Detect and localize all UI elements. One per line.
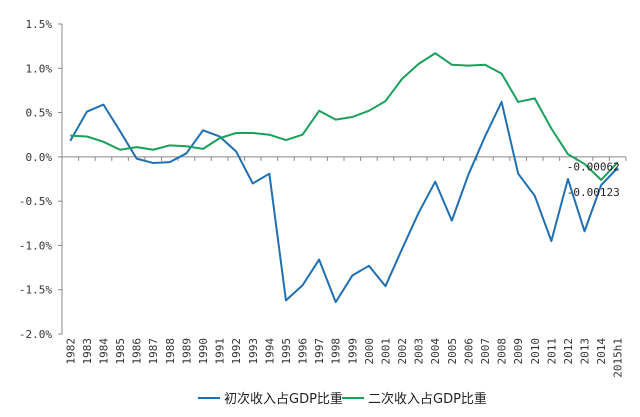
series-line-1 — [69, 100, 619, 304]
series-lines — [69, 52, 619, 304]
x-tick-label: 1997 — [313, 338, 326, 365]
x-tick-label: 1999 — [346, 338, 359, 365]
data-label: -0.00062 — [567, 160, 620, 173]
x-tick-label: 1993 — [247, 338, 260, 365]
x-tick-label: 2005 — [446, 338, 459, 365]
y-tick-label: 1.5% — [26, 18, 53, 31]
x-tick-label: 2003 — [413, 338, 426, 365]
x-tick-label: 2014 — [595, 338, 608, 365]
x-tick-label: 2004 — [429, 338, 442, 365]
x-tick-label: 2012 — [562, 338, 575, 365]
x-tick-label: 1991 — [214, 338, 227, 365]
x-tick-label: 2002 — [396, 338, 409, 365]
x-tick-label: 1986 — [131, 338, 144, 365]
y-tick-label: 1.0% — [26, 62, 53, 75]
x-tick-label: 2015h1 — [612, 338, 625, 378]
x-tick-label: 2007 — [479, 338, 492, 365]
x-tick-label: 1987 — [147, 338, 160, 365]
x-tick-label: 1988 — [164, 338, 177, 365]
x-tick-label: 1982 — [64, 338, 77, 365]
x-tick-label: 1992 — [230, 338, 243, 365]
x-tick-label: 2006 — [462, 338, 475, 365]
y-tick-label: -1.5% — [19, 284, 52, 297]
axes: 1.5% 1.0% 0.5% 0.0% -0.5% -1.0% -1.5% -2.0% 1982… — [19, 18, 627, 378]
x-tick-label: 1984 — [97, 338, 110, 365]
x-tick-label: 1989 — [180, 338, 193, 365]
legend-label-1: 初次收入占GDP比重 — [224, 391, 343, 407]
y-tick-label: -2.0% — [19, 328, 52, 341]
x-tick-label: 1983 — [81, 338, 94, 365]
x-tick-label: 2010 — [529, 338, 542, 365]
annotations: -0.00062 -0.00123 — [567, 160, 620, 198]
x-tick-label: 1990 — [197, 338, 210, 365]
legend: 初次收入占GDP比重 二次收入占GDP比重 — [198, 391, 487, 407]
x-tick-label: 2013 — [579, 338, 592, 365]
y-tick-label: -1.0% — [19, 239, 52, 252]
y-tick-label: -0.5% — [19, 195, 52, 208]
x-tick-label: 2011 — [545, 338, 558, 365]
y-tick-label: 0.5% — [26, 107, 53, 120]
x-tick-label: 2008 — [496, 338, 509, 365]
series-line-2 — [70, 52, 619, 181]
x-tick-label: 2009 — [512, 338, 525, 365]
x-tick-label: 1994 — [263, 338, 276, 365]
x-tick-label: 2000 — [363, 338, 376, 365]
legend-label-2: 二次收入占GDP比重 — [368, 391, 487, 407]
x-tick-label: 2001 — [379, 338, 392, 365]
y-tick-label: 0.0% — [26, 151, 53, 164]
data-label: -0.00123 — [567, 186, 620, 199]
x-tick-label: 1998 — [330, 338, 343, 365]
x-tick-label: 1995 — [280, 338, 293, 365]
x-tick-label: 1985 — [114, 338, 127, 365]
x-tick-label: 1996 — [297, 338, 310, 365]
